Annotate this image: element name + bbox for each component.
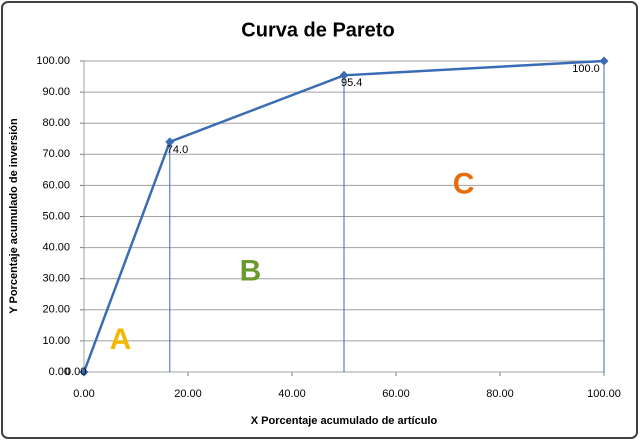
y-tick-label: 80.00 — [42, 117, 70, 129]
x-axis-title: X Porcentaje acumulado de artículo — [251, 415, 438, 427]
y-tick-label: 0.00 — [49, 366, 70, 378]
series-line — [82, 59, 605, 373]
annotation: B — [240, 254, 262, 287]
chart-title: Curva de Pareto — [241, 19, 394, 41]
x-tick-label: 0.00 — [73, 388, 94, 400]
annotation: C — [453, 167, 475, 200]
y-tick-label: 40.00 — [42, 242, 70, 254]
data-point — [599, 56, 609, 66]
y-axis-title: Y Porcentaje acumulado de inversión — [8, 118, 20, 314]
y-tick-label: 10.00 — [42, 335, 70, 347]
data-label: 95.4 — [341, 77, 362, 89]
data-point — [79, 367, 89, 377]
y-tick-label: 100.00 — [36, 55, 70, 67]
x-tick-label: 40.00 — [278, 388, 306, 400]
x-tick-label: 20.00 — [174, 388, 202, 400]
y-tick-label: 90.00 — [42, 86, 70, 98]
x-tick-label: 60.00 — [382, 388, 410, 400]
x-tick-label: 80.00 — [486, 388, 514, 400]
data-point — [165, 137, 175, 147]
data-label: 74.0 — [167, 144, 188, 156]
y-tick-label: 20.00 — [42, 304, 70, 316]
y-tick-label: 60.00 — [42, 179, 70, 191]
chart-border — [1, 1, 638, 439]
annotation: A — [110, 323, 132, 356]
y-tick-label: 50.00 — [42, 210, 70, 222]
data-point — [339, 70, 349, 80]
data-label: 0.00 — [65, 366, 86, 378]
data-label: 100.0 — [572, 63, 600, 75]
x-tick-label: 100.00 — [587, 388, 621, 400]
y-tick-label: 30.00 — [42, 273, 70, 285]
y-tick-label: 70.00 — [42, 148, 70, 160]
